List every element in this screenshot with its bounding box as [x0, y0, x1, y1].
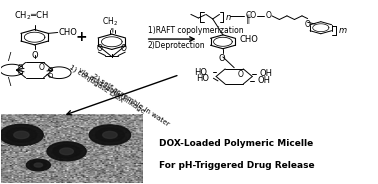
Text: 1)RAFT copolymerization: 1)RAFT copolymerization	[147, 26, 243, 35]
Bar	[1, 115, 142, 183]
Text: /: /	[8, 52, 12, 62]
Text: +: +	[76, 30, 87, 44]
Text: CO: CO	[245, 11, 257, 20]
Text: OH: OH	[258, 76, 271, 85]
Text: CH$_2$: CH$_2$	[102, 15, 118, 28]
Circle shape	[26, 159, 50, 171]
Text: O: O	[97, 44, 103, 53]
Text: ╗: ╗	[110, 28, 113, 33]
Text: \: \	[8, 77, 12, 87]
Circle shape	[14, 131, 29, 139]
Text: O: O	[238, 70, 243, 79]
Text: 2)Deprotection: 2)Deprotection	[147, 41, 205, 50]
Text: HO: HO	[196, 74, 209, 83]
Text: O: O	[48, 67, 53, 73]
Text: O: O	[39, 63, 45, 72]
Text: CH$_2$═CH: CH$_2$═CH	[14, 10, 48, 22]
Text: O: O	[31, 51, 38, 60]
Text: 2) self-assemble in water: 2) self-assemble in water	[91, 73, 170, 128]
Text: O: O	[48, 73, 53, 79]
Text: OH: OH	[260, 69, 273, 78]
Circle shape	[60, 148, 73, 155]
Text: 1) conjugate DOX: 1) conjugate DOX	[68, 64, 125, 104]
Text: CHO: CHO	[239, 36, 258, 45]
Text: CHO: CHO	[59, 28, 78, 37]
Text: O: O	[121, 44, 127, 53]
Circle shape	[34, 163, 43, 167]
Text: DOX-Loaded Polymeric Micelle: DOX-Loaded Polymeric Micelle	[159, 139, 313, 148]
Text: n: n	[226, 13, 231, 22]
Circle shape	[0, 124, 43, 146]
Text: O: O	[265, 11, 271, 20]
Circle shape	[6, 128, 37, 142]
Circle shape	[95, 128, 124, 142]
Circle shape	[53, 145, 80, 158]
Text: For pH-Triggered Drug Release: For pH-Triggered Drug Release	[159, 161, 314, 169]
Text: m: m	[339, 26, 347, 35]
Circle shape	[47, 142, 86, 161]
Text: HO: HO	[194, 68, 207, 77]
Text: ║: ║	[245, 14, 250, 24]
Text: via acid-labile linkage: via acid-labile linkage	[77, 67, 146, 115]
Text: O: O	[18, 70, 23, 76]
Text: O: O	[218, 54, 225, 63]
Circle shape	[103, 131, 117, 138]
Circle shape	[30, 161, 47, 169]
Text: O: O	[305, 20, 311, 29]
Circle shape	[89, 125, 131, 145]
Text: O: O	[18, 64, 23, 70]
